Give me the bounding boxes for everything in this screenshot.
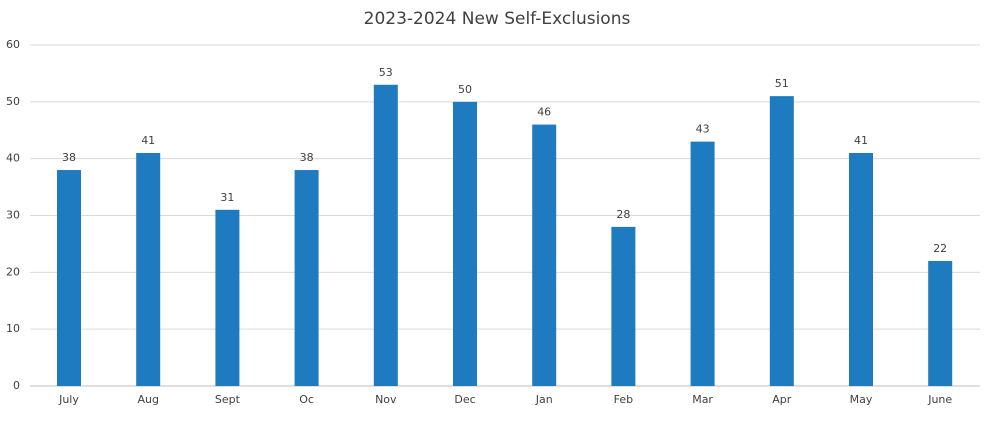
y-tick-label: 60 (6, 38, 20, 51)
chart-title: 2023-2024 New Self-Exclusions (364, 9, 631, 29)
x-tick-label: May (850, 393, 873, 406)
value-label: 38 (62, 151, 76, 164)
value-label: 51 (775, 77, 789, 90)
value-label: 38 (300, 151, 314, 164)
bar (453, 101, 477, 386)
value-label: 41 (141, 134, 155, 147)
y-tick-label: 20 (6, 265, 20, 278)
x-tick-label: July (58, 393, 79, 406)
bar (690, 141, 715, 386)
value-label: 46 (537, 106, 551, 119)
value-label: 53 (379, 66, 393, 79)
x-tick-label: Dec (454, 393, 475, 406)
x-tick-label: Feb (614, 393, 633, 406)
y-tick-label: 30 (6, 209, 20, 222)
bar (532, 124, 557, 387)
value-label: 22 (933, 242, 947, 255)
x-tick-label: June (927, 393, 952, 406)
y-tick-label: 40 (6, 152, 20, 165)
value-label: 50 (458, 83, 472, 96)
value-label: 31 (220, 191, 234, 204)
bar (57, 170, 81, 386)
x-tick-label: Apr (772, 393, 792, 406)
y-tick-label: 10 (6, 322, 20, 335)
y-tick-label: 0 (13, 379, 20, 392)
bar (769, 96, 794, 387)
value-label: 43 (696, 123, 710, 136)
bar (849, 152, 873, 386)
y-tick-label: 50 (6, 95, 20, 108)
value-label: 41 (854, 134, 868, 147)
x-tick-label: Sept (215, 393, 241, 406)
x-tick-label: Oc (299, 393, 314, 406)
bar (136, 152, 161, 386)
x-tick-label: Aug (137, 393, 158, 406)
value-label: 28 (616, 208, 630, 221)
bar (215, 209, 240, 386)
x-tick-label: Nov (375, 393, 397, 406)
x-tick-label: Jan (535, 393, 553, 406)
bar (294, 170, 319, 386)
bar (928, 260, 953, 386)
bar (373, 84, 398, 387)
x-tick-label: Mar (692, 393, 713, 406)
bar (611, 226, 636, 386)
